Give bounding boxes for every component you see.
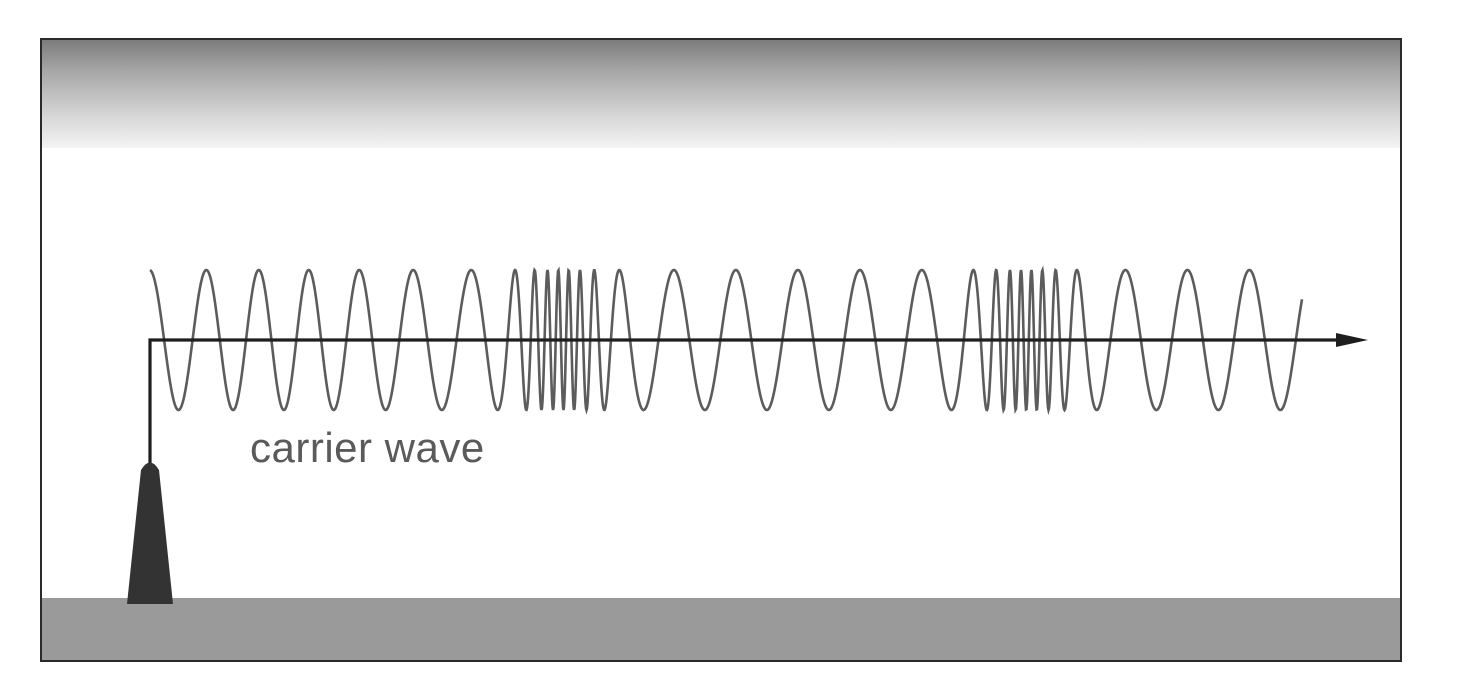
antenna-tower: [127, 462, 173, 604]
carrier-wave-label: carrier wave: [250, 424, 485, 471]
antenna-feed-line: [148, 338, 1340, 470]
ground-band: [42, 598, 1400, 660]
sky-band: [42, 40, 1400, 148]
diagram-frame: [40, 38, 1402, 662]
propagation-arrowhead: [1336, 333, 1368, 347]
modulated-carrier-wave: [149, 265, 1304, 416]
